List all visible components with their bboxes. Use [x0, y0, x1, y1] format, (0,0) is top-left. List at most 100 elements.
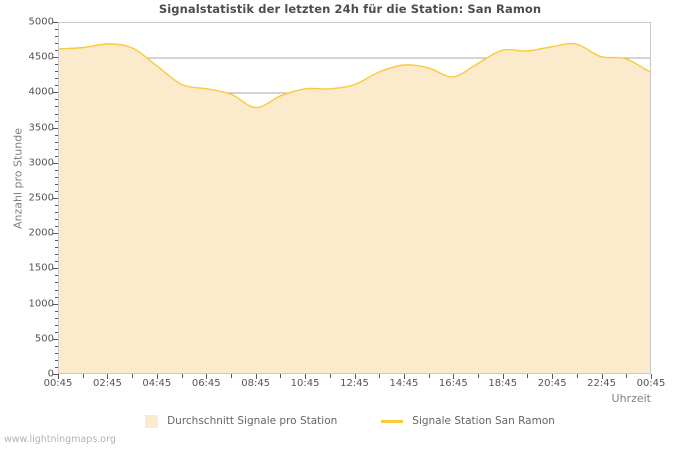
x-axis-tick-mark: [329, 374, 331, 378]
y-axis-tick-mark: [53, 162, 59, 164]
x-axis-tick-label: 08:45: [241, 378, 271, 389]
y-axis-tick-mark: [53, 233, 59, 235]
y-axis-tick-label: 5000: [28, 16, 54, 28]
x-axis-tick-mark: [576, 374, 578, 378]
y-axis-minor-tick-mark: [55, 310, 59, 312]
y-axis-minor-tick-mark: [55, 64, 59, 66]
x-axis-tick-mark: [651, 374, 652, 379]
y-axis-minor-tick-mark: [55, 324, 59, 326]
x-axis-tick-labels: 00:45 02:45 04:45 06:45 08:45 10:45 12:45 14:45…: [0, 378, 700, 392]
y-axis-tick-label: 0: [47, 368, 54, 380]
y-axis-minor-tick-mark: [55, 113, 59, 115]
x-axis-title: Uhrzeit: [611, 392, 651, 405]
y-axis-minor-tick-mark: [55, 219, 59, 221]
y-axis-tick-mark: [53, 127, 59, 129]
y-axis-tick-label: 4500: [28, 51, 54, 63]
x-axis-tick-mark: [107, 374, 109, 379]
x-axis-tick-mark: [206, 374, 208, 379]
x-axis-tick-label: 16:45: [438, 378, 468, 389]
y-axis-minor-tick-mark: [55, 85, 59, 87]
y-axis-minor-tick-mark: [55, 345, 59, 347]
y-axis-tick-label: 3000: [28, 157, 54, 169]
y-axis-minor-tick-mark: [55, 205, 59, 207]
y-axis-minor-tick-mark: [55, 317, 59, 319]
y-axis-tick-labels: 0 500 1000 1500 2000 2500 3000 3500 4000 4500 5000: [0, 17, 54, 380]
y-axis-minor-tick-mark: [55, 366, 59, 368]
y-axis-minor-tick-mark: [55, 36, 59, 38]
x-axis-tick-label: 12:45: [340, 378, 369, 389]
y-axis-title: Anzahl pro Stunde: [11, 128, 25, 230]
x-axis-tick-mark: [354, 374, 356, 379]
y-axis-ticks: [52, 22, 59, 375]
x-axis-tick-label: 18:45: [488, 378, 518, 389]
y-axis-minor-tick-mark: [55, 183, 59, 185]
x-axis-tick-label: 14:45: [389, 378, 419, 389]
y-axis-minor-tick-mark: [55, 352, 59, 354]
x-axis-tick-mark: [255, 374, 257, 379]
x-axis-tick-mark: [181, 374, 183, 378]
x-axis-tick-mark: [428, 374, 430, 378]
plot-area: [58, 22, 651, 374]
y-axis-minor-tick-mark: [55, 71, 59, 73]
y-axis-minor-tick-mark: [55, 331, 59, 333]
y-axis-minor-tick-mark: [55, 78, 59, 80]
x-axis-tick-label: 04:45: [142, 378, 172, 389]
legend-item-label: Signale Station San Ramon: [412, 415, 555, 427]
x-axis-tick-mark: [156, 374, 158, 379]
x-axis-tick-mark: [502, 374, 504, 379]
x-axis-tick-mark: [82, 374, 84, 378]
y-axis-minor-tick-mark: [55, 296, 59, 298]
legend-item-durchschnitt[interactable]: Durchschnitt Signale pro Station: [145, 414, 338, 428]
legend-item-station[interactable]: Signale Station San Ramon: [381, 415, 555, 427]
y-axis-minor-tick-mark: [55, 275, 59, 277]
y-axis-tick-label: 500: [34, 333, 54, 345]
x-axis-tick-label: 10:45: [290, 378, 320, 389]
y-axis-tick-mark: [53, 198, 59, 199]
y-axis-minor-tick-mark: [55, 247, 59, 249]
y-axis-minor-tick-mark: [55, 134, 59, 136]
y-axis-minor-tick-mark: [55, 43, 59, 45]
x-axis-tick-mark: [305, 374, 307, 379]
y-axis-tick-label: 3500: [28, 122, 54, 134]
series-line-signale-station-san-ramon: [59, 42, 650, 109]
y-axis-minor-tick-mark: [55, 155, 59, 157]
x-axis-tick-mark: [453, 374, 455, 379]
y-axis-minor-tick-mark: [55, 106, 59, 108]
chart-title: Signalstatistik der letzten 24h für die …: [158, 2, 542, 16]
y-axis-tick-label: 2000: [28, 227, 54, 239]
y-axis-minor-tick-mark: [55, 141, 59, 143]
x-axis-tick-label: 02:45: [92, 378, 122, 389]
x-axis-tick-mark: [626, 374, 628, 378]
y-axis-tick-label: 1000: [28, 298, 54, 310]
x-axis-tick-mark: [58, 374, 59, 379]
x-axis-tick-label: 00:45: [636, 378, 666, 389]
y-axis-minor-tick-mark: [55, 99, 59, 101]
y-axis-minor-tick-mark: [55, 120, 59, 122]
x-axis-tick-label: 20:45: [537, 378, 567, 389]
series-area-durchschnitt-signale-pro-station: [59, 43, 650, 373]
chart-plot-svg: [59, 42, 650, 373]
x-axis-tick-mark: [403, 374, 405, 379]
x-axis-tick-mark: [230, 374, 232, 378]
y-axis-tick-mark: [53, 303, 59, 305]
legend-item-label: Durchschnitt Signale pro Station: [167, 415, 338, 427]
y-axis-tick-mark: [53, 374, 59, 375]
x-axis-tick-mark: [478, 374, 480, 378]
y-axis-minor-tick-mark: [55, 289, 59, 291]
y-axis-minor-tick-mark: [55, 148, 59, 150]
x-axis-tick-mark: [132, 374, 134, 378]
y-axis-minor-tick-mark: [55, 29, 59, 31]
y-axis-tick-mark: [53, 338, 59, 340]
legend-box-swatch-icon: [145, 414, 159, 428]
watermark: www.lightningmaps.org: [4, 434, 116, 445]
y-axis-minor-tick-mark: [55, 261, 59, 263]
y-axis-tick-mark: [53, 268, 59, 270]
y-axis-minor-tick-mark: [55, 190, 59, 192]
x-axis-tick-label: 00:45: [43, 378, 73, 389]
y-axis-tick-label: 1500: [28, 262, 54, 274]
x-axis-tick-label: 06:45: [191, 378, 221, 389]
y-axis-tick-mark: [53, 92, 59, 94]
y-axis-minor-tick-mark: [55, 226, 59, 228]
y-axis-tick-label: 2500: [28, 192, 54, 204]
